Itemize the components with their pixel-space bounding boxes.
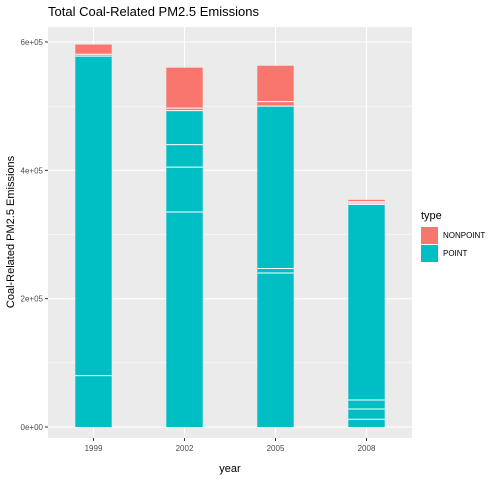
bar-point-1999 (75, 56, 112, 427)
bar-point-2002 (166, 110, 203, 428)
bar-nonpoint-2005 (257, 65, 294, 107)
y-tick-label: 6e+05 (21, 38, 44, 47)
x-tick-label: 1999 (85, 444, 103, 453)
legend: type NONPOINT POINT (421, 210, 485, 262)
y-axis: 0e+00 2e+05 4e+05 6e+05 (21, 38, 48, 432)
legend-title: type (421, 210, 442, 222)
x-tick-label: 2002 (176, 444, 194, 453)
legend-key-nonpoint (421, 227, 438, 244)
bar-point-2005 (257, 106, 294, 428)
bar-nonpoint-1999 (75, 44, 112, 57)
x-tick-label: 2005 (267, 444, 285, 453)
y-tick-label: 0e+00 (21, 423, 44, 432)
legend-key-point (421, 245, 438, 262)
x-tick-label: 2008 (358, 444, 376, 453)
legend-label-point: POINT (443, 249, 468, 258)
bars (75, 44, 385, 428)
bar-point-2008 (348, 204, 385, 427)
bar-nonpoint-2002 (166, 67, 203, 111)
chart-title: Total Coal-Related PM2.5 Emissions (48, 4, 259, 19)
legend-label-nonpoint: NONPOINT (443, 231, 485, 240)
y-axis-title: Coal-Related PM2.5 Emissions (5, 155, 17, 308)
x-axis-title: year (219, 463, 241, 475)
x-axis: 1999 2002 2005 2008 (85, 438, 376, 453)
y-tick-label: 4e+05 (21, 166, 44, 175)
y-tick-label: 2e+05 (21, 295, 44, 304)
